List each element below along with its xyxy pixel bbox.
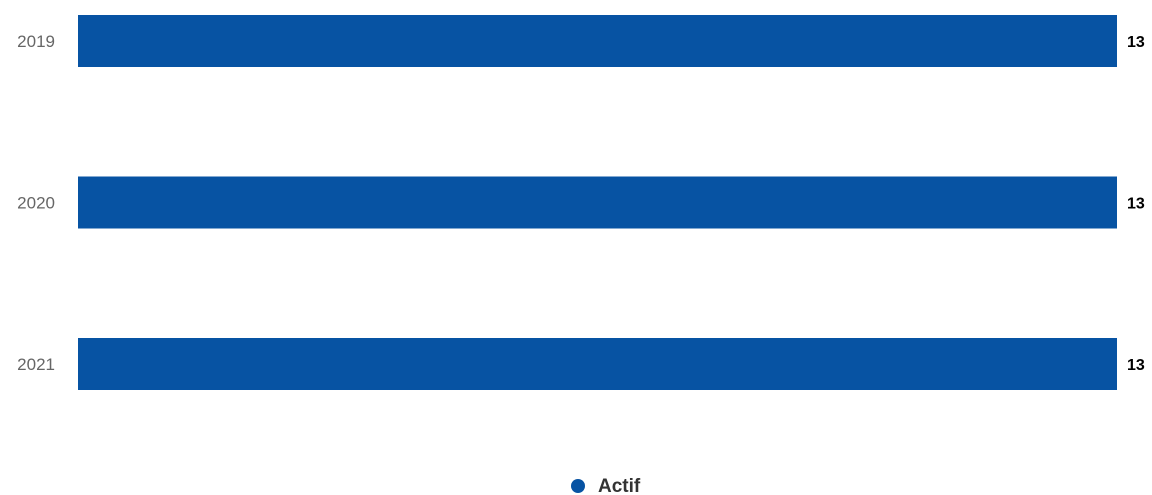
category-label-2020: 2020 (17, 194, 55, 213)
bar-2020[interactable] (78, 176, 1117, 229)
legend-label-actif: Actif (598, 476, 641, 495)
data-label-2019: 13 (1127, 34, 1145, 51)
bar-2021[interactable] (78, 338, 1117, 390)
category-label-2021: 2021 (17, 355, 55, 374)
bars-group (78, 15, 1117, 390)
data-label-2020: 13 (1127, 196, 1145, 213)
category-labels-group: 2019 2020 2021 (17, 32, 55, 374)
data-labels-group: 13 13 13 (1127, 34, 1145, 374)
legend[interactable]: Actif (571, 476, 641, 495)
category-label-2019: 2019 (17, 32, 55, 51)
data-label-2021: 13 (1127, 357, 1145, 374)
bar-2019[interactable] (78, 15, 1117, 67)
legend-marker-actif (571, 479, 585, 493)
